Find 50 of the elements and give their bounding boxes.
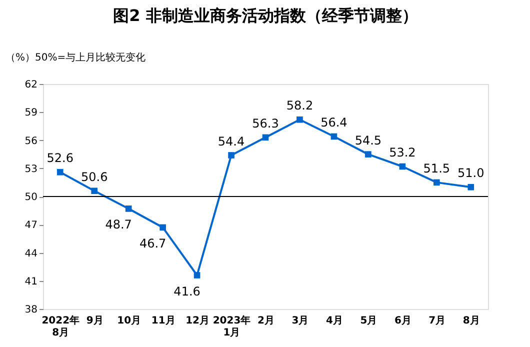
x-tick-label: 9月 xyxy=(86,316,104,326)
point xyxy=(228,152,234,158)
x-tick-label: 6月 xyxy=(394,316,412,326)
x-tick-label: 2023年 1月 xyxy=(212,314,251,338)
text: 54.5 xyxy=(354,133,382,148)
text: 56.3 xyxy=(252,116,279,130)
x-tick-label: 10月 xyxy=(117,316,142,326)
y-tick-label: 38 xyxy=(24,304,38,316)
point xyxy=(160,224,166,231)
point xyxy=(56,168,64,176)
point xyxy=(399,163,406,170)
x-tick-label: 5月 xyxy=(360,316,378,326)
x-tick-label: 2022年 8月 xyxy=(42,314,80,338)
x-tick-label: 2月 xyxy=(258,316,274,326)
point xyxy=(433,179,440,186)
text: 46.7 xyxy=(139,236,166,250)
text: 52.6 xyxy=(46,151,74,166)
x-tick-label: 7月 xyxy=(428,316,446,326)
text: 50.6 xyxy=(80,170,108,184)
text: 51.0 xyxy=(458,166,484,180)
point xyxy=(91,188,98,194)
y-tick-label: 47 xyxy=(24,220,38,232)
point xyxy=(125,206,132,212)
text: 51.5 xyxy=(423,161,450,176)
point xyxy=(365,151,372,158)
y-tick-label: 50 xyxy=(24,192,38,203)
text: 53.2 xyxy=(389,146,416,160)
point xyxy=(262,134,269,141)
x-tick-label: 12月 xyxy=(186,316,210,326)
y-tick-label: 44 xyxy=(24,248,38,260)
text: 56.4 xyxy=(320,116,348,130)
x-tick-label: 8月 xyxy=(462,316,480,326)
point xyxy=(330,133,338,140)
point xyxy=(296,116,303,123)
chart-title: 图2 非制造业商务活动指数（经季节调整） xyxy=(113,6,418,25)
y-tick-label: 56 xyxy=(24,136,38,147)
y-axis-title: （%）50%=与上月比较无变化 xyxy=(6,52,146,64)
x-tick-label: 11月 xyxy=(151,316,176,326)
text: 41.6 xyxy=(174,284,200,298)
x-tick-label: 3月 xyxy=(292,316,309,326)
text: 58.2 xyxy=(286,98,314,113)
y-tick-label: 41 xyxy=(24,276,38,288)
y-tick-label: 53 xyxy=(24,164,38,175)
point xyxy=(194,272,200,278)
text: 48.7 xyxy=(105,218,132,232)
y-tick-label: 59 xyxy=(24,108,38,119)
x-tick-label: 4月 xyxy=(326,316,343,326)
point xyxy=(468,184,474,190)
text: 54.4 xyxy=(218,134,245,148)
y-tick-label: 62 xyxy=(24,80,38,90)
